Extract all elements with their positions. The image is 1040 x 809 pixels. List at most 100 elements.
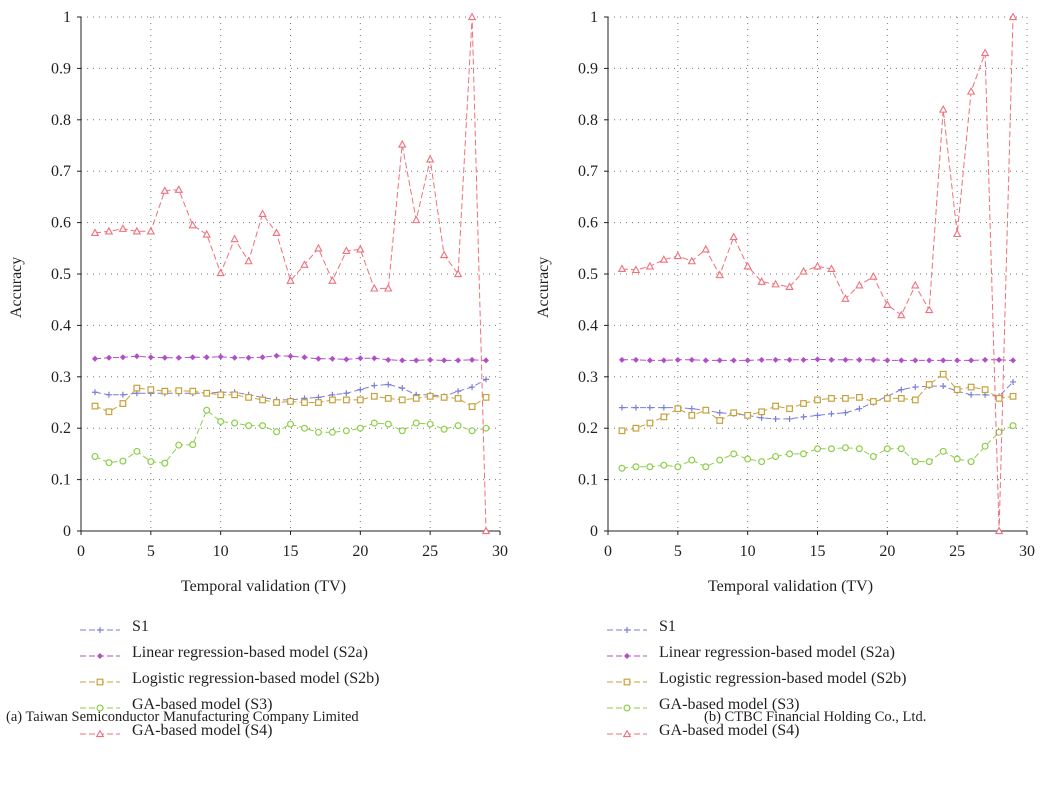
data-point	[883, 300, 892, 308]
data-point	[772, 356, 779, 363]
data-point	[772, 415, 779, 422]
x-tick-label: 25	[949, 543, 965, 560]
data-point	[384, 283, 393, 292]
data-point	[189, 387, 197, 395]
data-point	[161, 354, 168, 361]
data-point	[995, 428, 1003, 436]
data-point	[384, 420, 392, 428]
data-point	[744, 455, 752, 463]
data-point	[105, 408, 113, 416]
data-point	[441, 357, 448, 364]
data-point	[287, 398, 294, 405]
data-point	[133, 447, 141, 455]
data-point	[800, 400, 807, 407]
data-point	[413, 357, 420, 364]
data-point	[259, 354, 266, 361]
data-point	[315, 355, 322, 362]
data-point	[800, 413, 807, 420]
data-point	[425, 154, 435, 163]
data-point	[996, 356, 1003, 363]
data-point	[119, 391, 126, 398]
data-point	[119, 400, 127, 407]
data-point	[925, 305, 934, 314]
legend-swatch	[80, 729, 120, 738]
data-point	[911, 396, 919, 404]
data-point	[217, 391, 225, 399]
data-point	[189, 354, 196, 361]
data-point	[91, 402, 99, 410]
data-point	[980, 48, 990, 57]
data-point	[272, 228, 281, 237]
data-point	[743, 261, 752, 270]
data-point	[660, 461, 668, 469]
chart-caption: (a) Taiwan Semiconductor Manufacturing C…	[6, 709, 359, 725]
data-point	[869, 272, 878, 280]
data-point	[925, 458, 933, 466]
x-tick-label: 25	[422, 543, 438, 560]
data-point	[398, 427, 406, 435]
data-point	[800, 356, 807, 363]
series-line	[621, 16, 1014, 532]
data-point	[286, 276, 295, 284]
data-point	[758, 414, 765, 421]
data-point	[646, 404, 653, 411]
x-tick-label: 0	[77, 543, 85, 560]
data-point	[175, 441, 183, 449]
data-point	[385, 381, 392, 388]
y-tick-label: 0.9	[51, 60, 71, 77]
series-line	[621, 425, 1014, 469]
gridlines	[608, 16, 1028, 531]
data-point	[967, 383, 975, 391]
data-point	[203, 389, 211, 397]
chart-panel-a: 0 0.1 0.2 0.3 0.4 0.5 0.6 0.7 0.8 0.9 1 0 5 10 15 20 25 3…	[6, 9, 508, 739]
data-point	[897, 394, 905, 402]
y-tick-label: 0.1	[578, 472, 598, 489]
line-chart-a: 00.10.20.30.40.50.60.70.80.910 5 10 15 20 25 3…	[51, 9, 508, 560]
line-chart-b: 00.10.20.30.40.50.60.70.80.910 5 10 15 20 25 3…	[578, 9, 1035, 560]
data-point	[175, 354, 182, 361]
data-point	[357, 355, 364, 362]
data-point	[133, 353, 140, 360]
data-point	[772, 452, 780, 460]
data-point	[660, 357, 667, 364]
data-point	[841, 444, 849, 452]
data-point	[175, 387, 183, 395]
data-point	[674, 405, 682, 413]
data-point	[189, 441, 197, 449]
data-point	[856, 356, 863, 363]
data-point	[870, 356, 877, 363]
data-point	[856, 405, 863, 412]
data-point	[483, 376, 490, 383]
data-point	[660, 413, 668, 421]
x-tick-label: 30	[492, 543, 508, 560]
y-tick-label: 0	[590, 523, 598, 540]
data-point	[716, 409, 723, 416]
data-point	[828, 410, 835, 417]
y-tick-label: 0.7	[51, 163, 71, 180]
data-point	[911, 280, 920, 289]
data-point	[273, 428, 281, 436]
data-point	[968, 357, 975, 364]
data-point	[1009, 422, 1017, 430]
data-point	[119, 457, 127, 465]
data-point	[828, 356, 835, 363]
data-point	[287, 353, 294, 360]
data-point	[632, 356, 639, 363]
data-point	[342, 246, 351, 255]
data-point	[631, 265, 641, 274]
x-tick-label: 30	[1019, 543, 1035, 560]
data-point	[217, 353, 224, 360]
legend-label: Logistic regression-based model (S2b)	[132, 670, 380, 687]
data-point	[161, 459, 169, 467]
y-tick-label: 0.2	[51, 420, 71, 437]
data-point	[659, 255, 669, 263]
data-point	[454, 394, 462, 402]
data-point	[342, 427, 350, 435]
x-tick-label: 15	[810, 543, 826, 560]
legend-label: S1	[659, 618, 676, 635]
data-point	[342, 396, 350, 404]
data-point	[314, 428, 322, 436]
data-point	[356, 396, 364, 404]
x-tick-label: 10	[213, 543, 229, 560]
data-point	[259, 422, 267, 430]
